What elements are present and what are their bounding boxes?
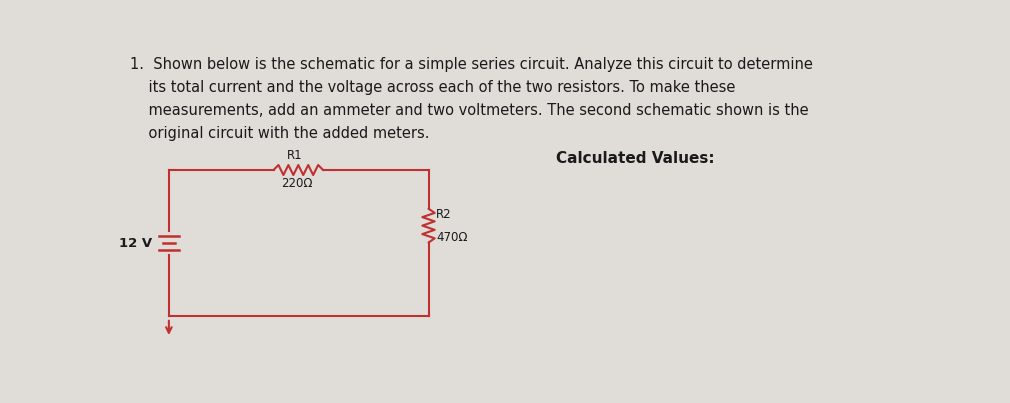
Text: 470Ω: 470Ω [436,231,468,244]
Text: R2: R2 [436,208,451,220]
Text: its total current and the voltage across each of the two resistors. To make thes: its total current and the voltage across… [130,80,735,95]
Text: measurements, add an ammeter and two voltmeters. The second schematic shown is t: measurements, add an ammeter and two vol… [130,103,809,118]
Text: Calculated Values:: Calculated Values: [557,151,715,166]
Text: 220Ω: 220Ω [281,177,312,190]
Text: 1.  Shown below is the schematic for a simple series circuit. Analyze this circu: 1. Shown below is the schematic for a si… [130,57,813,72]
Text: original circuit with the added meters.: original circuit with the added meters. [130,126,429,141]
Text: 12 V: 12 V [119,237,152,250]
Text: R1: R1 [287,150,302,162]
